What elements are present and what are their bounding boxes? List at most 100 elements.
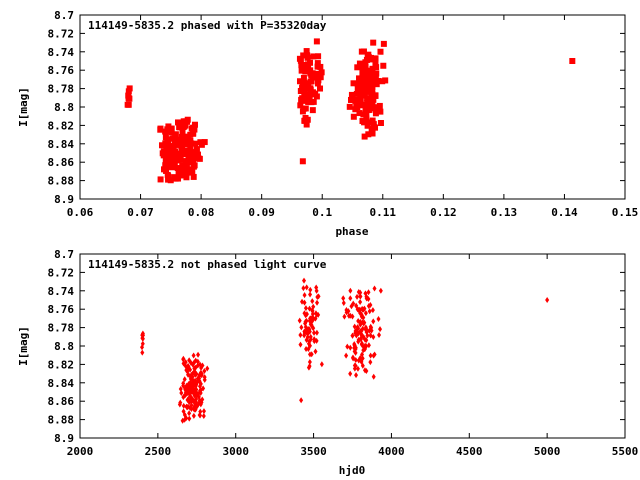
data-point <box>353 330 358 337</box>
light-curve-chart-title: 114149-5835.2 not phased light curve <box>88 258 327 271</box>
light-curve-y-axis-label: I[mag] <box>17 326 30 366</box>
data-point <box>140 349 145 356</box>
data-point <box>304 345 309 352</box>
data-point <box>372 92 379 99</box>
phased-x-axis-label: phase <box>335 225 368 238</box>
x-tick-label: 0.14 <box>551 206 578 219</box>
data-point <box>365 131 372 138</box>
data-point <box>353 101 360 108</box>
data-point <box>178 385 183 392</box>
data-point <box>356 110 363 117</box>
phased-chart-panel: 8.7 8.72 8.74 8.76 8.78 8.8 8.82 8.84 8.86 8.88 8.… <box>17 9 638 238</box>
data-point <box>302 328 307 335</box>
data-point <box>350 354 355 361</box>
data-point <box>314 337 319 344</box>
data-point <box>315 53 322 60</box>
data-point <box>141 332 146 339</box>
data-point <box>372 285 377 292</box>
data-point <box>125 92 132 99</box>
data-point <box>302 92 309 99</box>
data-point <box>296 78 303 85</box>
data-point <box>369 83 376 90</box>
data-point <box>191 162 198 169</box>
y-tick-label: 8.86 <box>48 156 75 169</box>
data-point <box>375 78 382 85</box>
data-point <box>315 299 320 306</box>
data-point <box>183 174 190 181</box>
data-point <box>308 78 315 85</box>
data-point <box>363 324 368 331</box>
data-point <box>197 139 204 146</box>
data-point <box>201 139 208 146</box>
data-point <box>353 362 358 369</box>
data-point <box>187 415 192 422</box>
x-tick-label: 0.09 <box>248 206 275 219</box>
y-tick-label: 8.86 <box>48 395 75 408</box>
data-point <box>317 85 324 92</box>
data-point <box>157 126 164 133</box>
data-point <box>195 155 202 162</box>
data-point <box>306 345 311 352</box>
data-point <box>357 98 364 105</box>
y-tick-label: 8.9 <box>54 432 74 445</box>
data-point <box>302 277 307 284</box>
data-point <box>169 159 176 166</box>
data-point <box>372 351 377 358</box>
data-point <box>200 362 205 369</box>
data-point <box>310 311 315 318</box>
data-point <box>168 125 175 132</box>
data-point <box>297 102 304 109</box>
data-point <box>354 64 361 71</box>
data-point <box>362 367 367 374</box>
data-point <box>371 373 376 380</box>
data-point <box>358 299 363 306</box>
data-point <box>372 124 379 131</box>
data-point <box>354 85 361 92</box>
phased-y-ticks: 8.7 8.72 8.74 8.76 8.78 8.8 8.82 8.84 8.86 8.88 8.… <box>48 9 625 206</box>
data-point <box>372 110 379 117</box>
data-point <box>184 403 189 410</box>
data-point <box>363 310 368 317</box>
data-point <box>201 408 206 415</box>
data-point <box>345 343 350 350</box>
data-point <box>310 314 315 321</box>
data-point <box>348 370 353 377</box>
data-point <box>378 287 383 294</box>
data-point <box>303 48 310 55</box>
data-point <box>377 119 384 126</box>
data-point <box>367 73 374 80</box>
data-point <box>569 58 576 64</box>
data-point <box>162 140 169 147</box>
data-point <box>367 308 372 315</box>
data-point <box>126 95 133 102</box>
data-point <box>348 344 353 351</box>
data-point <box>310 298 315 305</box>
data-point <box>313 348 318 355</box>
y-tick-label: 8.76 <box>48 64 75 77</box>
data-point <box>189 406 194 413</box>
data-point <box>369 100 376 107</box>
data-point <box>184 116 191 123</box>
data-point <box>301 285 306 292</box>
y-tick-label: 8.88 <box>48 175 75 188</box>
data-point <box>364 337 369 344</box>
y-tick-label: 8.72 <box>48 27 75 40</box>
data-point <box>350 332 355 339</box>
data-point <box>175 175 182 182</box>
data-point <box>195 362 200 369</box>
data-point <box>191 412 196 419</box>
data-point <box>368 359 373 366</box>
data-point <box>164 128 171 135</box>
phased-x-ticks: 0.06 0.07 0.08 0.09 0.1 0.11 0.12 0.13 0.14 0.15 <box>67 15 638 219</box>
data-point <box>378 326 383 333</box>
data-point <box>175 141 182 148</box>
x-tick-label: 0.1 <box>312 206 332 219</box>
data-point <box>300 74 307 81</box>
data-point <box>170 143 177 150</box>
data-point <box>373 81 380 88</box>
y-tick-label: 8.88 <box>48 414 75 427</box>
data-point <box>371 318 376 325</box>
data-point <box>370 121 377 128</box>
data-point <box>125 88 132 95</box>
data-point <box>125 101 132 108</box>
